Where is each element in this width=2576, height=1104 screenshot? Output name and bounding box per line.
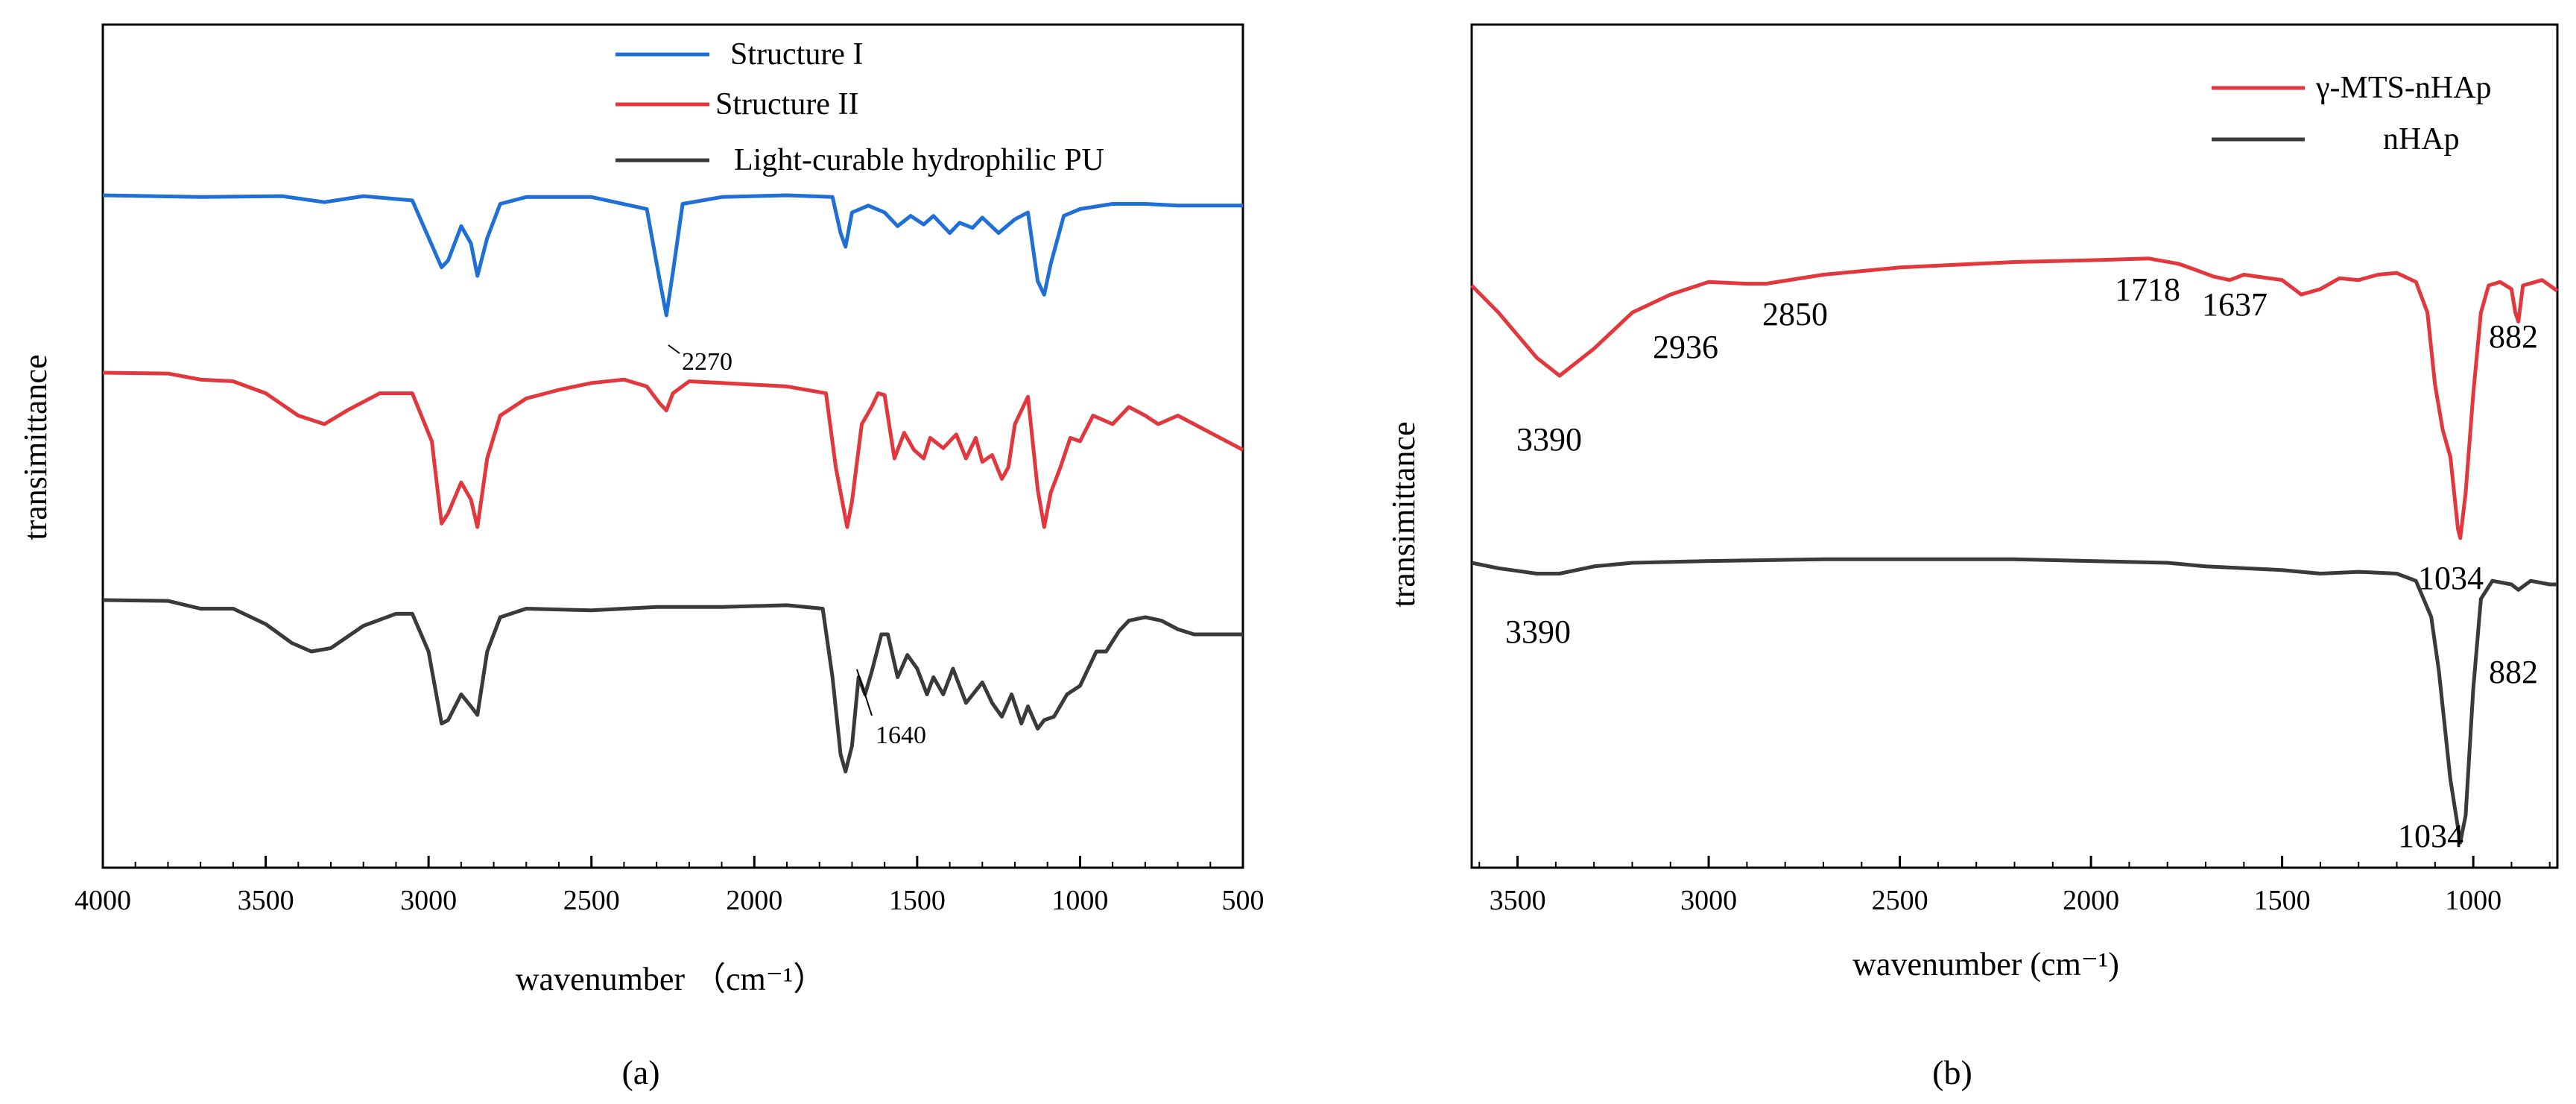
chart-a-series <box>102 193 1244 774</box>
chart-b-x-tick-label: 1500 <box>2254 885 2311 916</box>
chart-b-x-tick-label: 2000 <box>2063 885 2119 916</box>
legend-a-label-structure-1: Structure I <box>730 37 863 72</box>
chart-a-series-line-2 <box>102 598 1243 774</box>
chart-a-x-tick-label: 3500 <box>238 885 294 916</box>
annotation-b-1718: 1718 <box>2115 271 2180 308</box>
annotation-b-882-top: 882 <box>2489 318 2538 355</box>
chart-a-x-tick-label: 2000 <box>726 885 782 916</box>
chart-a-x-tick-label: 4000 <box>75 885 131 916</box>
chart-a-x-tick-label: 3000 <box>400 885 457 916</box>
chart-a-x-tick-label: 1000 <box>1051 885 1108 916</box>
annotation-b-3390-bottom: 3390 <box>1505 613 1571 650</box>
chart-a: 4000 3500 3000 2500 2000 1500 1000 500 transimi… <box>17 23 1265 1091</box>
chart-a-x-tick-label: 2500 <box>563 885 620 916</box>
annotation-b-2850: 2850 <box>1762 296 1828 332</box>
chart-b: 3500 3000 2500 2000 1500 1000 transimittance … <box>1385 23 2559 1091</box>
chart-a-series-line-1 <box>102 370 1244 529</box>
chart-b-series-line-1 <box>1471 557 2557 845</box>
chart-a-x-tick-label: 1500 <box>889 885 946 916</box>
legend-a-label-pu: Light-curable hydrophilic PU <box>734 143 1104 177</box>
annotation-a-1640: 1640 <box>876 722 926 749</box>
chart-a-legend: Structure I Structure II Light-curable h… <box>615 37 1104 177</box>
annotation-b-882-bottom: 882 <box>2489 654 2538 690</box>
chart-a-panel-label: (a) <box>621 1053 659 1091</box>
chart-a-series-line-0 <box>102 193 1243 318</box>
annotation-a-2270: 2270 <box>682 348 732 376</box>
annotation-b-3390-top: 3390 <box>1516 421 1582 458</box>
chart-b-legend: γ-MTS-nHAp nHAp <box>2212 71 2492 157</box>
annotation-a-2270-leader <box>668 344 680 354</box>
annotation-a-1640-leader <box>856 669 873 716</box>
annotation-b-1034-top: 1034 <box>2418 560 2484 596</box>
annotation-b-1034-bottom: 1034 <box>2398 818 2463 854</box>
chart-a-ylabel: transimittance <box>17 354 54 540</box>
chart-a-frame <box>101 23 1244 869</box>
chart-b-ylabel: transimittance <box>1385 421 1422 607</box>
chart-a-x-tick-label: 500 <box>1222 885 1265 916</box>
chart-b-xlabel: wavenumber (cm⁻¹) <box>1852 946 2119 982</box>
chart-a-xlabel: wavenumber （cm⁻¹） <box>516 961 826 997</box>
chart-b-x-tick-label: 3500 <box>1490 885 1546 916</box>
legend-b-label-mts: γ-MTS-nHAp <box>2315 71 2492 105</box>
annotation-b-1637: 1637 <box>2202 286 2268 323</box>
chart-b-x-tick-label: 2500 <box>1872 885 1928 916</box>
chart-b-x-tick-label: 3000 <box>1680 885 1737 916</box>
chart-b-x-tick-label: 1000 <box>2445 885 2501 916</box>
chart-b-panel-label: (b) <box>1932 1053 1972 1091</box>
annotation-b-2936: 2936 <box>1653 329 1718 365</box>
chart-b-series <box>1470 256 2559 845</box>
chart-b-x-ticks: 3500 3000 2500 2000 1500 1000 <box>1478 856 2551 916</box>
legend-b-label-nhap: nHAp <box>2383 122 2460 157</box>
chart-a-x-ticks: 4000 3500 3000 2500 2000 1500 1000 500 <box>75 856 1265 916</box>
legend-a-label-structure-2: Structure II <box>715 87 858 122</box>
chart-b-series-line-0 <box>1470 256 2559 540</box>
